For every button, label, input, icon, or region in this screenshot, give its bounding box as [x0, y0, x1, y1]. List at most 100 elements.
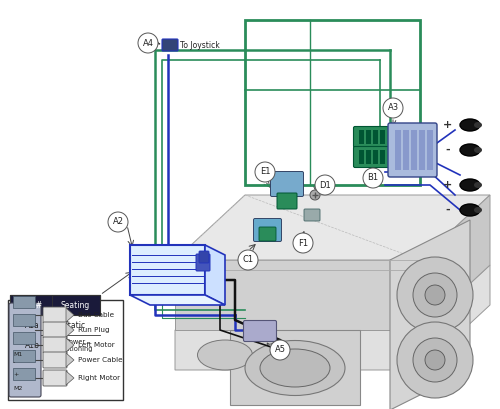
Bar [13, 296, 35, 308]
FancyBboxPatch shape [9, 303, 41, 397]
Text: A2: A2 [112, 218, 124, 227]
Text: +: + [444, 180, 452, 190]
FancyBboxPatch shape [199, 251, 209, 263]
Text: M2: M2 [13, 386, 22, 391]
Circle shape [397, 322, 473, 398]
Circle shape [383, 98, 403, 118]
Polygon shape [66, 308, 74, 322]
FancyBboxPatch shape [388, 123, 437, 177]
Ellipse shape [474, 182, 482, 188]
Polygon shape [205, 245, 225, 305]
FancyBboxPatch shape [196, 254, 210, 271]
Circle shape [363, 168, 383, 188]
Polygon shape [66, 338, 74, 352]
Text: Left Motor: Left Motor [78, 342, 115, 348]
Text: Seating: Seating [60, 301, 90, 310]
Bar [373, 130, 378, 144]
Bar [427, 130, 433, 170]
Text: A1a: A1a [24, 321, 40, 330]
Bar [380, 130, 385, 144]
Bar [403, 130, 409, 170]
FancyBboxPatch shape [244, 321, 276, 342]
Polygon shape [175, 195, 490, 260]
Text: B1: B1 [368, 173, 378, 182]
Ellipse shape [245, 341, 345, 396]
Circle shape [315, 175, 335, 195]
Bar [359, 150, 364, 164]
Polygon shape [420, 195, 490, 330]
Polygon shape [175, 265, 490, 370]
Bar [366, 130, 371, 144]
Text: -: - [446, 145, 450, 155]
FancyBboxPatch shape [254, 218, 281, 241]
Text: Power
Positioning: Power Positioning [57, 339, 93, 351]
Circle shape [238, 250, 258, 270]
Bar [359, 130, 364, 144]
Polygon shape [130, 295, 225, 305]
Text: E1: E1 [260, 168, 270, 177]
Bar [13, 350, 35, 362]
Circle shape [425, 350, 445, 370]
Bar [373, 150, 378, 164]
Text: A4: A4 [142, 38, 154, 47]
Circle shape [310, 190, 320, 200]
Ellipse shape [474, 147, 482, 153]
Circle shape [270, 340, 290, 360]
Bar [13, 332, 35, 344]
Polygon shape [175, 260, 420, 330]
FancyBboxPatch shape [43, 307, 67, 323]
Text: Right Motor: Right Motor [78, 375, 120, 381]
Text: A3: A3 [388, 103, 398, 112]
Text: Ref #: Ref # [22, 301, 42, 310]
Polygon shape [130, 245, 205, 295]
FancyBboxPatch shape [43, 352, 67, 368]
Bar [366, 150, 371, 164]
Polygon shape [66, 371, 74, 385]
Bar [10, 295, 100, 355]
Circle shape [138, 33, 158, 53]
Text: A5: A5 [274, 346, 285, 355]
FancyBboxPatch shape [43, 337, 67, 353]
Bar [380, 150, 385, 164]
Ellipse shape [260, 349, 330, 387]
Bar [13, 368, 35, 380]
FancyBboxPatch shape [43, 370, 67, 386]
Ellipse shape [460, 204, 480, 216]
Text: -: - [446, 205, 450, 215]
Ellipse shape [474, 122, 482, 128]
Text: +: + [13, 373, 18, 378]
Ellipse shape [460, 144, 480, 156]
Text: Bus Cable: Bus Cable [78, 312, 114, 318]
Polygon shape [390, 220, 470, 409]
FancyBboxPatch shape [270, 171, 304, 196]
Text: A1b: A1b [24, 341, 40, 350]
Bar [8, 300, 123, 400]
Text: +: + [444, 120, 452, 130]
FancyBboxPatch shape [304, 209, 320, 221]
Bar [419, 130, 425, 170]
Circle shape [108, 212, 128, 232]
Bar [411, 130, 417, 170]
Circle shape [425, 285, 445, 305]
Polygon shape [66, 353, 74, 367]
FancyBboxPatch shape [43, 322, 67, 338]
Text: M1: M1 [13, 353, 22, 357]
Circle shape [255, 162, 275, 182]
FancyBboxPatch shape [354, 126, 392, 148]
Circle shape [413, 273, 457, 317]
Ellipse shape [198, 340, 252, 370]
Circle shape [413, 338, 457, 382]
Circle shape [397, 257, 473, 333]
Ellipse shape [460, 119, 480, 131]
Text: Run Plug: Run Plug [78, 327, 110, 333]
FancyBboxPatch shape [259, 227, 276, 241]
Text: Power Cable: Power Cable [78, 357, 122, 363]
Bar [13, 314, 35, 326]
Ellipse shape [474, 207, 482, 213]
Text: F1: F1 [298, 238, 308, 247]
Ellipse shape [460, 179, 480, 191]
FancyBboxPatch shape [162, 39, 178, 51]
Bar [10, 295, 100, 315]
Bar [395, 130, 401, 170]
FancyBboxPatch shape [354, 146, 392, 168]
